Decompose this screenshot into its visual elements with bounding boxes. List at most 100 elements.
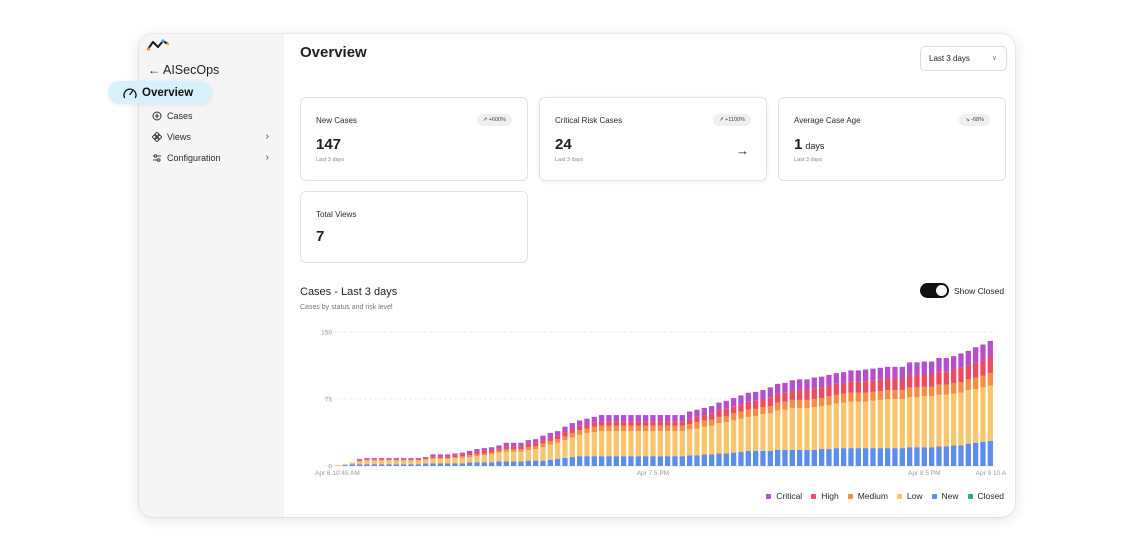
bar-segment-critical [665,415,671,422]
bar-segment-medium [716,416,722,424]
bar-segment-low [525,449,531,461]
bar-segment-medium [701,420,707,427]
legend-item-closed[interactable]: Closed [967,491,1004,501]
card-total-views: Total Views 7 [300,191,528,263]
bar-segment-high [518,446,524,450]
bar-segment-low [335,465,341,466]
bar-segment-new [393,464,399,466]
bar-segment-medium [789,399,795,408]
bar-segment-new [819,449,825,466]
bar-segment-medium [958,382,964,393]
bar-segment-new [503,461,509,466]
bar-segment-low [533,449,539,461]
legend-label: New [941,491,959,501]
sidebar-item-cases[interactable]: Cases [151,110,269,121]
bar-segment-new [401,464,407,466]
bar-segment-high [848,381,854,393]
back-link[interactable]: ← AISecOps [148,63,219,77]
bar-segment-medium [379,459,385,461]
bar-segment-critical [701,407,707,416]
arrow-right-icon[interactable]: → [736,143,749,158]
bar-segment-high [921,373,927,387]
bar-segment-critical [775,383,781,394]
bar-segment-critical [584,418,590,425]
sidebar-item-overview[interactable]: Overview [108,81,212,104]
legend-item-high[interactable]: High [811,491,839,501]
card-average-case-age: Average Case Age ↘ -68% 1 days Last 3 day… [778,97,1006,181]
bar-segment-high [833,383,839,395]
bar-segment-medium [921,386,927,397]
bar-segment-high [452,455,458,458]
sidebar-item-configuration[interactable]: Configuration › [151,152,269,163]
bar-segment-critical [423,457,429,458]
bar-segment-low [547,444,553,460]
bar-segment-low [687,429,693,456]
bar-segment-low [555,442,561,459]
bar-segment-new [745,450,751,466]
bar-segment-new [599,456,605,466]
bar-segment-low [459,457,465,464]
bar-segment-low [804,407,810,450]
x-tick-label: Apr 8 5 PM [908,470,941,477]
bar-segment-high [533,442,539,447]
sidebar-item-views[interactable]: Views › [151,131,269,142]
bar-segment-new [848,448,854,466]
chart-legend: Critical High Medium Low New Closed [766,491,1004,501]
bar-segment-high [496,448,502,451]
bar-segment-high [965,365,971,380]
legend-item-critical[interactable]: Critical [766,491,802,501]
legend-label: Low [906,491,923,501]
show-closed-label: Show Closed [954,286,1005,296]
bar-segment-new [973,442,979,466]
bar-segment-low [826,405,832,450]
legend-item-new[interactable]: New [931,491,959,501]
bar-segment-low [899,399,905,449]
bar-segment-critical [643,415,649,422]
bar-segment-high [877,379,883,391]
bar-segment-critical [936,357,942,372]
bar-segment-critical [760,390,766,399]
bar-segment-high [811,388,817,399]
case-icon [151,110,162,121]
bar-segment-critical [870,368,876,381]
bar-segment-new [665,456,671,466]
bar-segment-new [738,451,744,466]
bar-segment-medium [511,449,517,452]
date-range-select[interactable]: Last 3 days ∨ [920,46,1007,71]
bar-segment-new [364,464,370,466]
bar-segment-critical [511,442,517,447]
bar-segment-low [789,407,795,450]
bar-segment-critical [965,350,971,366]
bar-segment-medium [408,459,414,461]
bar-segment-medium [415,459,421,461]
bar-segment-new [863,448,869,466]
bar-segment-new [694,455,700,466]
bar-segment-low [584,432,590,457]
bar-segment-critical [877,367,883,380]
bar-segment-critical [694,409,700,417]
bar-segment-critical [364,457,370,459]
bar-segment-high [481,450,487,454]
bar-segment-critical [987,340,993,358]
bar-segment-medium [665,425,671,432]
bar-segment-critical [489,447,495,450]
bar-segment-high [863,381,869,393]
bar-segment-medium [452,457,458,458]
bar-segment-critical [672,415,678,422]
legend-item-medium[interactable]: Medium [847,491,888,501]
bar-segment-critical [496,445,502,449]
bar-segment-new [569,457,575,466]
bar-segment-medium [386,459,392,461]
gauge-icon [123,87,137,98]
card-critical-risk[interactable]: Critical Risk Cases ↗ +1100% 24 Last 3 d… [539,97,767,181]
bar-segment-medium [819,398,825,407]
show-closed-toggle[interactable] [920,283,949,298]
bar-segment-critical [892,366,898,379]
legend-item-low[interactable]: Low [896,491,923,501]
bar-segment-new [943,446,949,466]
legend-label: High [821,491,839,501]
bar-segment-new [481,462,487,466]
bar-segment-low [709,425,715,455]
bar-segment-medium [496,450,502,453]
bar-segment-new [643,456,649,466]
